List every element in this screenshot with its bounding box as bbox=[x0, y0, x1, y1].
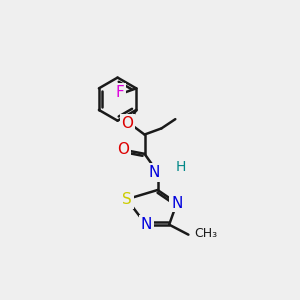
Text: CH₃: CH₃ bbox=[195, 226, 218, 240]
Text: N: N bbox=[140, 217, 152, 232]
Text: S: S bbox=[122, 192, 132, 207]
Text: O: O bbox=[122, 116, 134, 131]
Text: F: F bbox=[115, 85, 124, 100]
Text: N: N bbox=[171, 196, 182, 211]
Text: N: N bbox=[149, 165, 160, 180]
Text: O: O bbox=[117, 142, 129, 157]
Text: H: H bbox=[175, 160, 186, 174]
